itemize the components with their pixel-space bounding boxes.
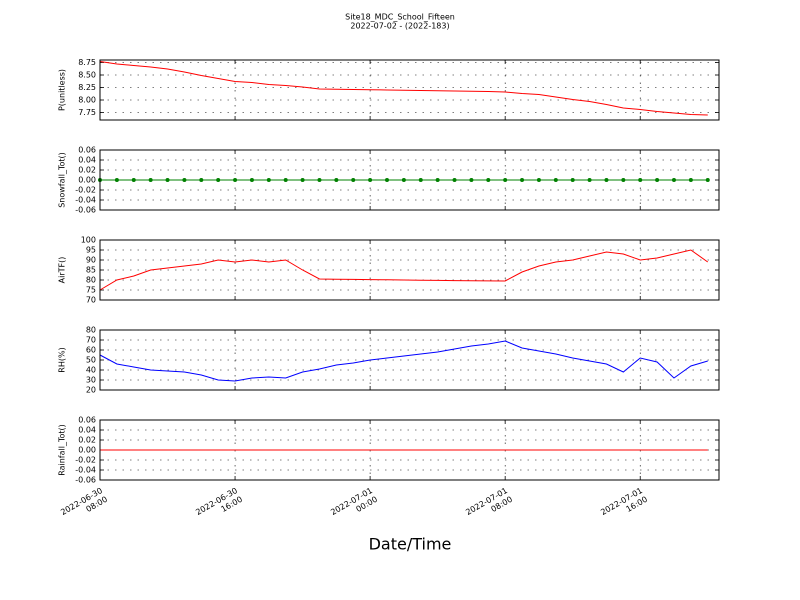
y-axis-label: Snowfall_Tot() xyxy=(58,152,67,208)
y-tick-label: 8.50 xyxy=(78,71,96,80)
data-point xyxy=(384,178,389,182)
y-tick-label: -0.06 xyxy=(75,476,96,485)
data-point xyxy=(688,178,693,182)
y-tick-label: 50 xyxy=(86,356,96,365)
y-tick-label: -0.04 xyxy=(75,196,96,205)
data-point xyxy=(368,178,373,182)
plot-frame xyxy=(99,419,720,481)
y-tick-label: 8.00 xyxy=(78,96,96,105)
y-tick-label: 40 xyxy=(86,366,96,375)
data-line xyxy=(99,249,709,291)
plot-frame xyxy=(99,239,720,301)
data-point xyxy=(300,178,305,182)
data-point xyxy=(587,178,592,182)
x-axis-label: Date/Time xyxy=(369,535,452,554)
y-axis-label: RH(%) xyxy=(58,347,67,372)
y-tick-label: 7.75 xyxy=(78,108,96,117)
y-tick-label: 0.00 xyxy=(78,446,96,455)
data-point xyxy=(233,178,238,182)
y-tick-label: 8.25 xyxy=(78,83,96,92)
data-point xyxy=(638,178,643,182)
data-point xyxy=(452,178,457,182)
y-tick-label: 95 xyxy=(86,246,96,255)
y-tick-label: -0.02 xyxy=(75,186,96,195)
data-point xyxy=(165,178,170,182)
plot-frame xyxy=(99,59,720,121)
y-tick-label: 20 xyxy=(86,386,96,395)
chart-title: Site18_MDC_School_Fifteen xyxy=(345,13,455,22)
data-line xyxy=(99,340,708,382)
data-point xyxy=(351,178,356,182)
y-tick-label: 0.02 xyxy=(78,436,96,445)
data-point xyxy=(401,178,406,182)
data-point xyxy=(671,178,676,182)
y-tick-label: 30 xyxy=(86,376,96,385)
chart-subtitle: 2022-07-02 - (2022-183) xyxy=(350,22,449,31)
y-tick-label: 90 xyxy=(86,256,96,265)
data-point xyxy=(334,178,339,182)
data-point xyxy=(249,178,254,182)
data-point xyxy=(317,178,322,182)
y-tick-label: 100 xyxy=(81,236,96,245)
y-tick-label: 70 xyxy=(86,296,96,305)
data-point xyxy=(131,178,136,182)
plot-frame xyxy=(99,329,720,391)
data-point xyxy=(621,178,626,182)
y-tick-label: 75 xyxy=(86,286,96,295)
data-point xyxy=(503,178,508,182)
y-tick-label: -0.04 xyxy=(75,466,96,475)
data-point xyxy=(266,178,271,182)
y-tick-label: 80 xyxy=(86,326,96,335)
y-tick-label: 60 xyxy=(86,346,96,355)
y-tick-label: 8.75 xyxy=(78,58,96,67)
data-point xyxy=(216,178,221,182)
data-point xyxy=(199,178,204,182)
data-point xyxy=(148,178,153,182)
data-line xyxy=(99,61,708,116)
y-tick-label: 0.06 xyxy=(78,416,96,425)
data-point xyxy=(536,178,541,182)
y-tick-label: 0.06 xyxy=(78,146,96,155)
y-tick-label: 0.00 xyxy=(78,176,96,185)
data-point xyxy=(435,178,440,182)
data-point xyxy=(705,178,710,182)
data-point xyxy=(469,178,474,182)
data-point xyxy=(655,178,660,182)
y-tick-label: -0.02 xyxy=(75,456,96,465)
data-point xyxy=(570,178,575,182)
data-point xyxy=(604,178,609,182)
data-point xyxy=(114,178,119,182)
data-point xyxy=(486,178,491,182)
data-point xyxy=(418,178,423,182)
data-point xyxy=(520,178,525,182)
y-tick-label: 0.04 xyxy=(78,426,96,435)
plot-frame xyxy=(99,149,720,211)
y-axis-label: P(unitless) xyxy=(58,69,67,111)
y-tick-label: 70 xyxy=(86,336,96,345)
y-axis-label: AirTF() xyxy=(58,257,67,284)
data-point xyxy=(182,178,187,182)
y-tick-label: 80 xyxy=(86,276,96,285)
y-tick-label: 0.04 xyxy=(78,156,96,165)
data-point xyxy=(283,178,288,182)
data-point xyxy=(553,178,558,182)
y-tick-label: 0.02 xyxy=(78,166,96,175)
y-tick-label: -0.06 xyxy=(75,206,96,215)
y-axis-label: Rainfall_Tot() xyxy=(58,424,67,476)
y-tick-label: 85 xyxy=(86,266,96,275)
